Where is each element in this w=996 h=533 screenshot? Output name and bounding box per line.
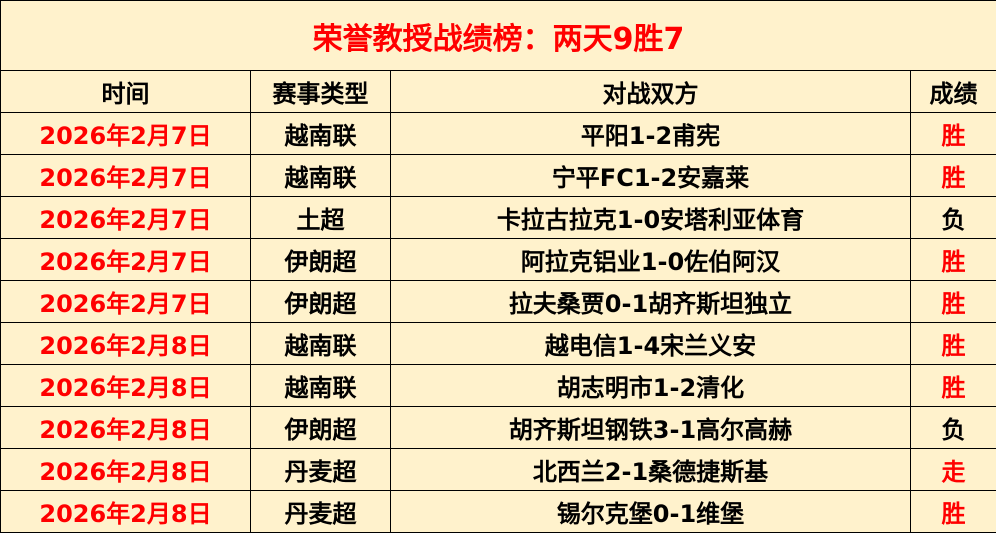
table-row: 2026年2月8日 越南联 胡志明市1-2清化胜: [0, 364, 996, 407]
table-row: 2026年2月8日 伊朗超 胡齐斯坦钢铁3-1高尔高赫负: [0, 406, 996, 449]
league-cell: 丹麦超: [250, 490, 391, 533]
header-time: 时间: [0, 70, 251, 113]
result-cell: 胜: [910, 322, 996, 365]
table-row: 2026年2月7日 伊朗超 拉夫桑贾0-1胡齐斯坦独立胜: [0, 280, 996, 323]
date-cell: 2026年2月7日: [0, 238, 251, 281]
date-cell: 2026年2月8日: [0, 364, 251, 407]
result-cell: 胜: [910, 490, 996, 533]
header-league: 赛事类型: [250, 70, 391, 113]
result-cell: 胜: [910, 154, 996, 197]
match-cell: 锡尔克堡0-1维堡: [390, 490, 911, 533]
page-title: 荣誉教授战绩榜：两天9胜7: [0, 0, 996, 71]
date-cell: 2026年2月7日: [0, 154, 251, 197]
match-cell: 宁平FC1-2安嘉莱: [390, 154, 911, 197]
league-cell: 越南联: [250, 154, 391, 197]
match-cell: 北西兰2-1桑德捷斯基: [390, 448, 911, 491]
league-cell: 越南联: [250, 112, 391, 155]
result-cell: 胜: [910, 112, 996, 155]
table-row: 2026年2月8日 丹麦超 锡尔克堡0-1维堡胜: [0, 490, 996, 533]
result-cell: 负: [910, 196, 996, 239]
table-row: 2026年2月8日 越南联 越电信1-4宋兰义安胜: [0, 322, 996, 365]
table-row: 2026年2月7日 伊朗超 阿拉克铝业1-0佐伯阿汉胜: [0, 238, 996, 281]
result-cell: 胜: [910, 280, 996, 323]
league-cell: 伊朗超: [250, 238, 391, 281]
match-cell: 越电信1-4宋兰义安: [390, 322, 911, 365]
header-result: 成绩: [910, 70, 996, 113]
match-cell: 阿拉克铝业1-0佐伯阿汉: [390, 238, 911, 281]
match-cell: 胡志明市1-2清化: [390, 364, 911, 407]
date-cell: 2026年2月8日: [0, 490, 251, 533]
match-cell: 胡齐斯坦钢铁3-1高尔高赫: [390, 406, 911, 449]
result-cell: 胜: [910, 238, 996, 281]
league-cell: 越南联: [250, 322, 391, 365]
league-cell: 伊朗超: [250, 406, 391, 449]
date-cell: 2026年2月7日: [0, 112, 251, 155]
table-row: 2026年2月7日 越南联 平阳1-2甫宪胜: [0, 112, 996, 155]
table-row: 2026年2月7日 土超 卡拉古拉克1-0安塔利亚体育负: [0, 196, 996, 239]
match-cell: 平阳1-2甫宪: [390, 112, 911, 155]
date-cell: 2026年2月7日: [0, 280, 251, 323]
result-cell: 胜: [910, 364, 996, 407]
league-cell: 土超: [250, 196, 391, 239]
league-cell: 越南联: [250, 364, 391, 407]
header-match: 对战双方: [390, 70, 911, 113]
league-cell: 伊朗超: [250, 280, 391, 323]
table-row: 2026年2月8日 丹麦超 北西兰2-1桑德捷斯基走: [0, 448, 996, 491]
league-cell: 丹麦超: [250, 448, 391, 491]
date-cell: 2026年2月8日: [0, 322, 251, 365]
table-row: 2026年2月7日 越南联 宁平FC1-2安嘉莱胜: [0, 154, 996, 197]
match-cell: 卡拉古拉克1-0安塔利亚体育: [390, 196, 911, 239]
date-cell: 2026年2月8日: [0, 406, 251, 449]
date-cell: 2026年2月7日: [0, 196, 251, 239]
match-cell: 拉夫桑贾0-1胡齐斯坦独立: [390, 280, 911, 323]
table-header: 时间 赛事类型 对战双方 成绩: [0, 70, 996, 113]
result-cell: 走: [910, 448, 996, 491]
date-cell: 2026年2月8日: [0, 448, 251, 491]
result-cell: 负: [910, 406, 996, 449]
